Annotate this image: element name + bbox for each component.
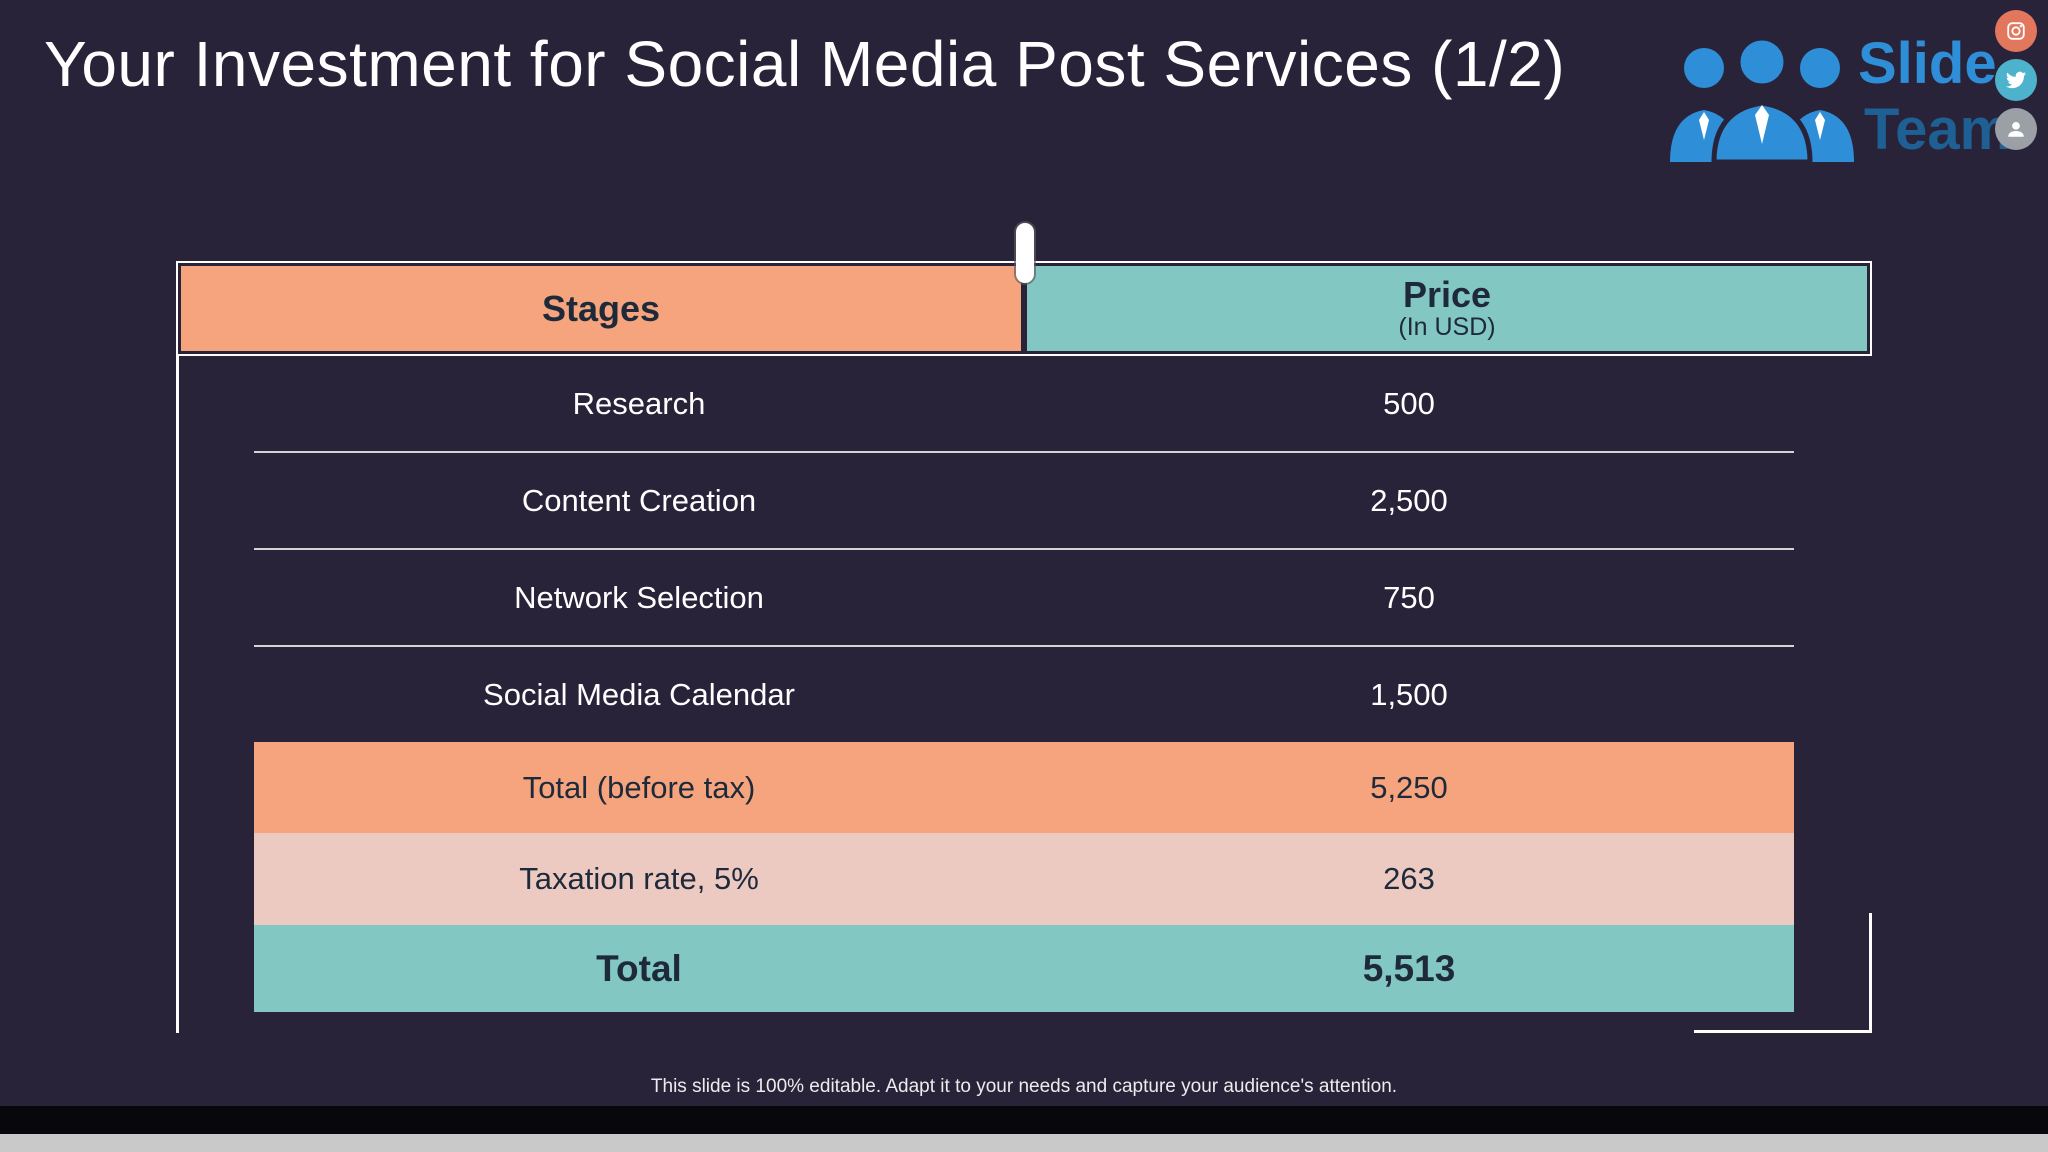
stage-cell: Total (before tax) [522, 769, 756, 805]
slide-title: Your Investment for Social Media Post Se… [44, 28, 1566, 100]
frame-corner-vertical [1869, 913, 1872, 1033]
logo-text-team: Team [1864, 97, 2012, 162]
slideteam-people-icon [1670, 35, 1854, 162]
price-header-label: Price [1402, 273, 1492, 315]
editable-note: This slide is 100% editable. Adapt it to… [650, 1076, 1398, 1097]
table-row: Social Media Calendar 1,500 [254, 647, 1794, 742]
frame-left-line [176, 356, 179, 1033]
stages-header-label: Stages [541, 287, 661, 329]
social-button-camera[interactable] [1995, 10, 2037, 52]
price-cell: 750 [1383, 579, 1435, 615]
frame-corner-horizontal [1694, 1030, 1872, 1033]
stage-cell: Research [572, 385, 706, 421]
price-cell: 263 [1383, 861, 1435, 896]
user-icon [2008, 121, 2024, 137]
price-cell: 2,500 [1370, 482, 1448, 518]
table-row: Research 500 [254, 356, 1794, 453]
price-unit-label: (In USD) [1398, 312, 1496, 341]
table-body: Research 500 Content Creation 2,500 Netw… [254, 356, 1794, 1012]
twitter-bird-icon [2005, 71, 2027, 89]
letterbox-bar [0, 1106, 2048, 1134]
price-cell: 500 [1383, 385, 1435, 421]
header-cell-price: Price (In USD) [1027, 266, 1867, 351]
table-row: Network Selection 750 [254, 550, 1794, 647]
stage-cell: Network Selection [514, 579, 764, 615]
investment-pricing-table: Stages Price (In USD) Research 500 Conte… [176, 223, 1872, 1033]
price-cell: 1,500 [1370, 676, 1448, 712]
bottom-strip [0, 1134, 2048, 1152]
price-cell: 5,513 [1362, 947, 1456, 989]
total-before-tax-row: Total (before tax) 5,250 [254, 742, 1794, 833]
stage-cell: Social Media Calendar [483, 676, 795, 712]
social-button-twitter[interactable] [1995, 59, 2037, 101]
price-cell: 5,250 [1370, 769, 1448, 805]
grand-total-row: Total 5,513 [254, 925, 1794, 1012]
stage-cell: Taxation rate, 5% [519, 861, 759, 896]
stage-cell: Total [596, 947, 682, 989]
header-cell-stages: Stages [181, 266, 1021, 351]
column-divider-handle[interactable] [1016, 223, 1034, 283]
taxation-rate-row: Taxation rate, 5% 263 [254, 833, 1794, 925]
social-button-profile[interactable] [1995, 108, 2037, 150]
stage-cell: Content Creation [521, 482, 757, 518]
logo-text-slide: Slide [1858, 31, 1997, 96]
table-row: Content Creation 2,500 [254, 453, 1794, 550]
camera-icon [2007, 22, 2025, 40]
